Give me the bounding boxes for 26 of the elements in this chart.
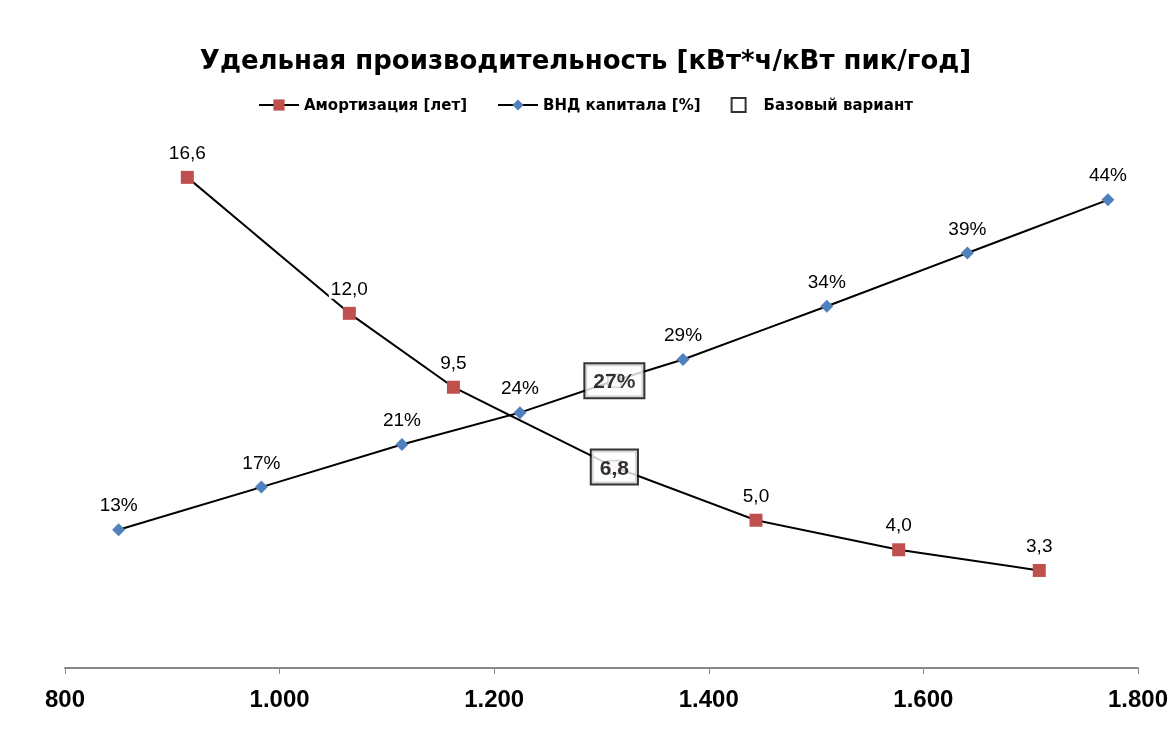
data-label: 16,6 xyxy=(168,141,206,163)
x-tick-label: 800 xyxy=(44,684,86,712)
x-tick-label: 1.800 xyxy=(1107,684,1168,712)
legend-label: ВНД капитала [%] xyxy=(542,96,701,114)
data-label: 4,0 xyxy=(885,514,912,536)
data-label: 12,0 xyxy=(330,277,368,299)
data-label: 9,5 xyxy=(440,351,467,373)
legend-label: Базовый вариант xyxy=(763,96,914,114)
data-label: 13% xyxy=(99,494,138,516)
data-label: 34% xyxy=(807,270,846,292)
chart-title: Удельная производительность [кВт*ч/кВт пик/год] xyxy=(199,45,972,75)
data-label: 17% xyxy=(242,451,281,473)
data-label: 29% xyxy=(664,323,703,345)
data-label: 6,8 xyxy=(599,455,630,479)
data-label: 21% xyxy=(382,409,422,431)
data-label: 24% xyxy=(500,377,540,399)
data-label: 44% xyxy=(1088,164,1128,186)
data-label: 3,3 xyxy=(1026,534,1053,556)
x-tick-label: 1.400 xyxy=(678,684,739,712)
data-label: 39% xyxy=(948,217,987,239)
data-label: 27% xyxy=(593,369,636,393)
data-label: 5,0 xyxy=(742,484,770,506)
x-tick-label: 1.600 xyxy=(893,684,954,712)
x-tick-label: 1.000 xyxy=(249,684,310,712)
legend-label: Амортизация [лет] xyxy=(303,96,467,114)
x-tick-label: 1.200 xyxy=(464,684,525,712)
